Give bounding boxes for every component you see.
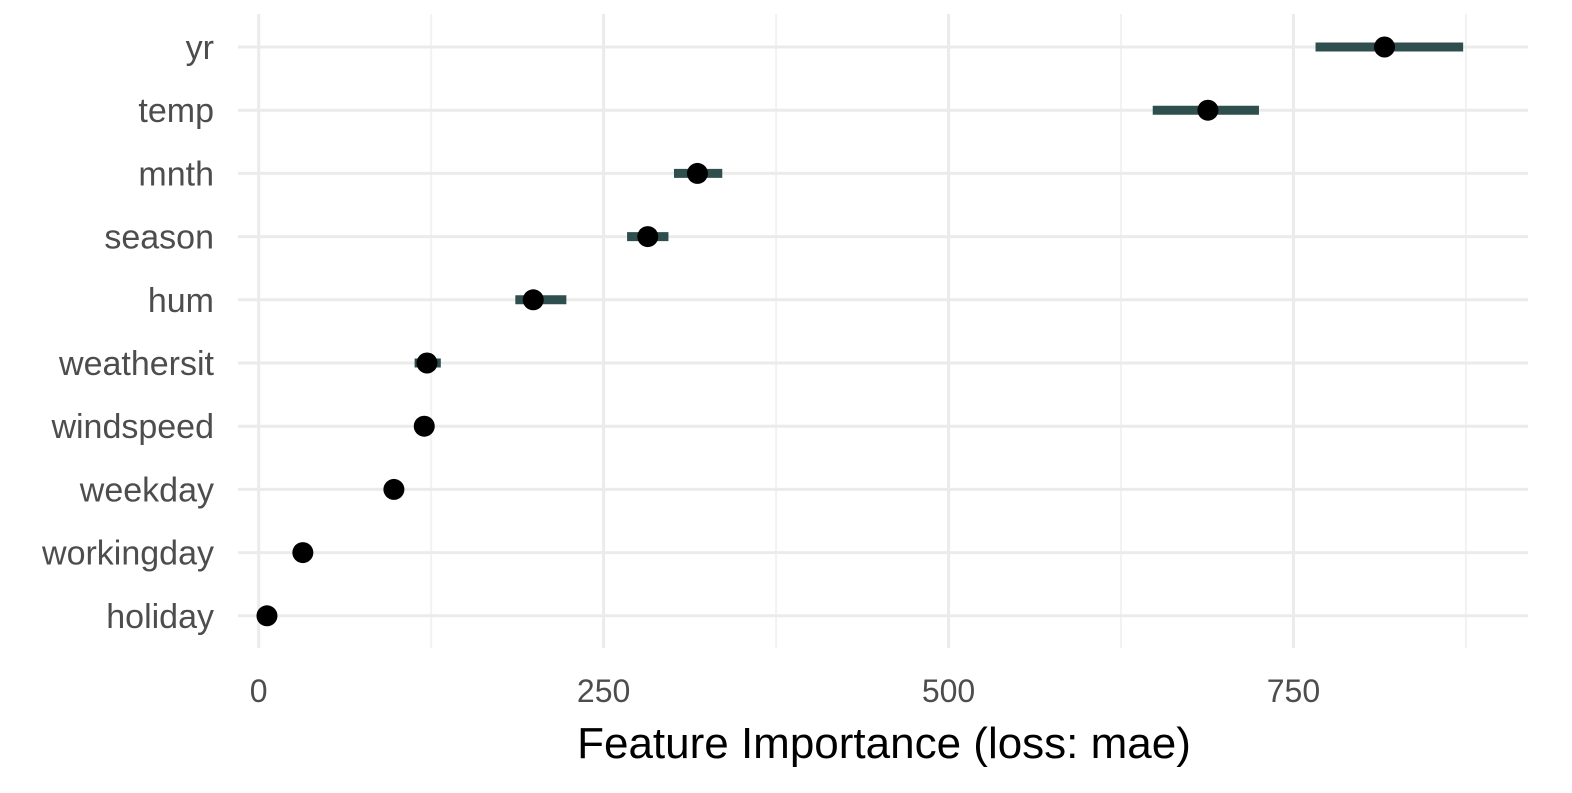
y-tick-label-holiday: holiday xyxy=(106,598,214,636)
x-tick-label: 750 xyxy=(1267,673,1320,709)
point-layer xyxy=(256,36,1396,627)
x-tick-label: 250 xyxy=(577,673,630,709)
point-temp xyxy=(1197,99,1219,121)
y-tick-label-mnth: mnth xyxy=(138,155,214,193)
point-mnth xyxy=(686,162,708,184)
point-weekday xyxy=(383,478,405,500)
point-hum xyxy=(522,289,544,311)
point-windspeed xyxy=(413,415,435,437)
y-tick-label-weekday: weekday xyxy=(79,471,214,509)
y-tick-label-season: season xyxy=(104,219,214,257)
y-axis-labels: yr temp mnth season hum weathersit windspeed we… xyxy=(41,29,215,636)
interval-layer xyxy=(264,42,1464,621)
point-weathersit xyxy=(416,352,438,374)
y-tick-label-workingday: workingday xyxy=(41,535,214,573)
x-axis-labels: 0 250 500 750 xyxy=(250,673,1320,709)
point-yr xyxy=(1374,36,1396,58)
y-tick-label-hum: hum xyxy=(148,282,214,320)
grid-layer xyxy=(238,14,1528,648)
y-tick-label-temp: temp xyxy=(138,92,214,130)
point-season xyxy=(637,226,659,248)
x-tick-label: 500 xyxy=(922,673,975,709)
y-tick-label-weathersit: weathersit xyxy=(58,345,215,383)
x-axis-title: Feature Importance (loss: mae) xyxy=(577,719,1191,768)
y-tick-label-yr: yr xyxy=(186,29,214,67)
x-tick-label: 0 xyxy=(250,673,268,709)
point-workingday xyxy=(292,542,314,564)
point-holiday xyxy=(256,605,278,627)
y-tick-label-windspeed: windspeed xyxy=(50,408,214,446)
